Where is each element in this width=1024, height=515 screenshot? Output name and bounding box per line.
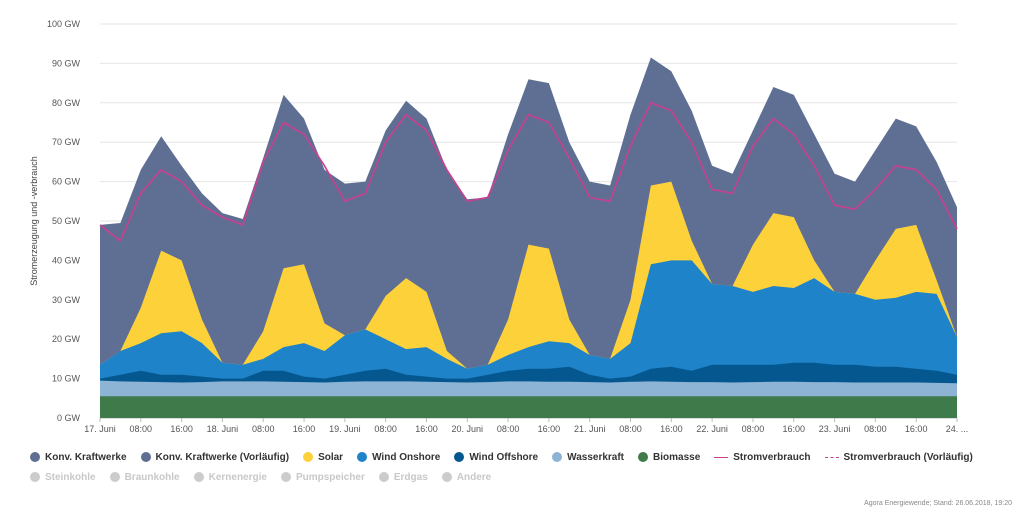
y-axis-title: Stromerzeugung und -verbrauch xyxy=(29,156,39,286)
legend-label: Kernenergie xyxy=(208,471,267,483)
legend-item-solar[interactable]: Solar xyxy=(303,452,343,463)
legend-item-steinkohle[interactable]: Steinkohle xyxy=(30,472,96,483)
x-tick-label: 08:00 xyxy=(374,424,397,434)
y-tick-label: 10 GW xyxy=(52,374,81,384)
legend-label: Konv. Kraftwerke xyxy=(45,451,127,463)
legend: Konv. Kraftwerke Konv. Kraftwerke (Vorläu… xyxy=(30,447,1010,487)
legend-symbol xyxy=(378,472,389,482)
x-tick-label: 16:00 xyxy=(905,424,928,434)
legend-label: Braunkohle xyxy=(124,471,180,483)
legend-label: Steinkohle xyxy=(45,471,96,483)
x-tick-label: 16:00 xyxy=(782,424,805,434)
x-tick-label: 08:00 xyxy=(742,424,765,434)
y-tick-label: 100 GW xyxy=(47,19,81,29)
legend-label: Stromverbrauch (Vorläufig) xyxy=(843,451,973,463)
x-tick-label: 16:00 xyxy=(170,424,193,434)
legend-label: Wasserkraft xyxy=(567,451,625,463)
legend-row-hidden: Steinkohle Braunkohle Kernenergie Pumpspeic… xyxy=(30,467,1010,487)
x-tick-label: 23. Juni xyxy=(819,424,851,434)
legend-label: Wind Onshore xyxy=(372,451,441,463)
consumption-lines xyxy=(99,101,958,242)
area-biomasse[interactable] xyxy=(100,396,957,418)
legend-symbol xyxy=(357,452,368,462)
y-tick-label: 0 GW xyxy=(57,413,81,423)
legend-symbol xyxy=(454,452,465,462)
x-tick-label: 18. Juni xyxy=(207,424,239,434)
legend-item-braunkohle[interactable]: Braunkohle xyxy=(109,471,180,483)
legend-label: Andere xyxy=(456,471,492,483)
x-tick-label: 21. Juni xyxy=(574,424,606,434)
y-tick-label: 80 GW xyxy=(52,98,81,108)
generation-chart: 0 GW 10 GW 20 GW 30 GW 40 GW 50 GW 60 GW 70 GW 8… xyxy=(29,19,968,434)
legend-label: Biomasse xyxy=(653,451,701,463)
y-axis-ticks: 0 GW 10 GW 20 GW 30 GW 40 GW 50 GW 60 GW 70 GW 8… xyxy=(47,19,81,423)
y-tick-label: 30 GW xyxy=(52,295,81,305)
legend-item-biomasse[interactable]: Biomasse xyxy=(638,452,700,463)
legend-symbol xyxy=(280,472,291,482)
legend-item-wind-offshore[interactable]: Wind Offshore xyxy=(454,452,538,463)
x-tick-label: 24. ... xyxy=(946,424,969,434)
legend-item-stromverbrauch[interactable]: Stromverbrauch xyxy=(714,451,811,463)
x-tick-label: 22. Juni xyxy=(696,424,728,434)
legend-symbol xyxy=(30,452,40,462)
x-tick-label: 08:00 xyxy=(619,424,642,434)
legend-label: Konv. Kraftwerke (Vorläufig) xyxy=(155,451,290,463)
x-tick-label: 16:00 xyxy=(660,424,683,434)
legend-symbol xyxy=(303,452,314,462)
y-tick-label: 70 GW xyxy=(52,137,81,147)
legend-label: Erdgas xyxy=(393,471,428,483)
y-tick-label: 50 GW xyxy=(52,216,81,226)
x-tick-label: 17. Juni xyxy=(84,424,116,434)
legend-item-stromverbrauch-vorl-ufig[interactable]: Stromverbrauch (Vorläufig) xyxy=(824,451,973,463)
legend-row-visible: Konv. Kraftwerke Konv. Kraftwerke (Vorläu… xyxy=(30,447,1010,467)
legend-label: Wind Offshore xyxy=(469,451,539,463)
legend-symbol xyxy=(441,472,452,482)
legend-label: Solar xyxy=(318,451,344,463)
legend-item-kernenergie[interactable]: Kernenergie xyxy=(193,471,267,483)
x-tick-label: 16:00 xyxy=(538,424,561,434)
legend-symbol xyxy=(638,452,649,462)
source-credit: Agora Energiewende; Stand: 26.06.2018, 1… xyxy=(864,500,1012,507)
legend-symbol xyxy=(140,452,151,462)
x-tick-label: 20. Juni xyxy=(452,424,484,434)
legend-symbol xyxy=(714,456,729,458)
line-stromverbrauch[interactable] xyxy=(99,101,958,242)
x-tick-label: 08:00 xyxy=(252,424,275,434)
legend-item-konv-kraftwerke-vorl-ufig[interactable]: Konv. Kraftwerke (Vorläufig) xyxy=(140,451,290,463)
legend-label: Pumpspeicher xyxy=(295,471,365,483)
legend-item-pumpspeicher[interactable]: Pumpspeicher xyxy=(280,471,365,483)
x-tick-label: 16:00 xyxy=(415,424,438,434)
legend-symbol xyxy=(552,452,563,462)
y-tick-label: 40 GW xyxy=(52,255,81,265)
x-tick-label: 08:00 xyxy=(497,424,520,434)
x-tick-label: 08:00 xyxy=(130,424,153,434)
y-tick-label: 60 GW xyxy=(52,177,81,187)
legend-symbol xyxy=(193,472,204,482)
legend-label: Stromverbrauch xyxy=(733,451,811,463)
legend-symbol xyxy=(30,472,40,482)
legend-item-konv-kraftwerke[interactable]: Konv. Kraftwerke xyxy=(30,452,127,463)
x-tick-label: 16:00 xyxy=(293,424,316,434)
legend-item-andere[interactable]: Andere xyxy=(441,471,492,483)
legend-symbol xyxy=(824,456,839,458)
y-tick-label: 90 GW xyxy=(52,58,81,68)
x-axis-ticks: 17. Juni 08:00 16:00 18. Juni 08:00 16:00 19. … xyxy=(84,418,968,434)
stacked-areas xyxy=(100,57,957,418)
legend-symbol xyxy=(109,472,120,482)
legend-item-erdgas[interactable]: Erdgas xyxy=(378,471,428,483)
x-tick-label: 08:00 xyxy=(864,424,887,434)
legend-item-wind-onshore[interactable]: Wind Onshore xyxy=(357,452,440,463)
x-tick-label: 19. Juni xyxy=(329,424,361,434)
y-tick-label: 20 GW xyxy=(52,334,81,344)
legend-item-wasserkraft[interactable]: Wasserkraft xyxy=(552,452,624,463)
